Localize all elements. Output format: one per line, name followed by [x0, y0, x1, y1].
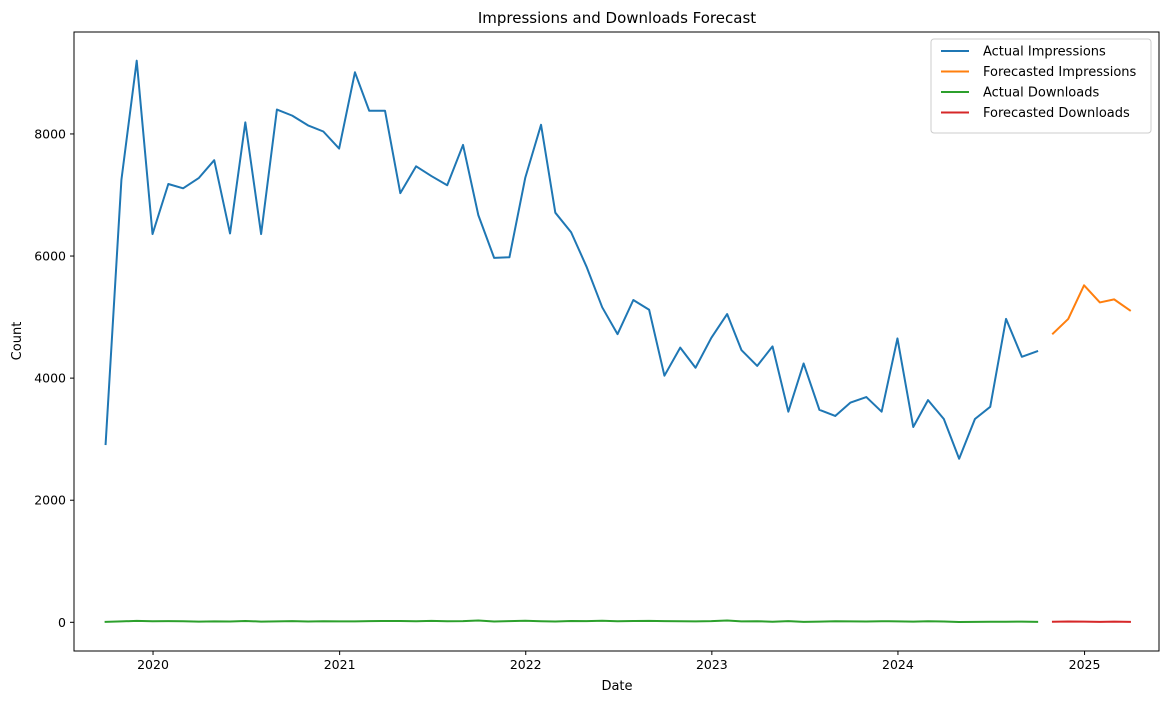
plot-frame: [73, 31, 1160, 652]
x-tick-label: 2025: [1069, 657, 1101, 672]
chart-title: Impressions and Downloads Forecast: [478, 9, 756, 27]
x-tick-label: 2024: [882, 657, 914, 672]
x-tick-label: 2023: [696, 657, 728, 672]
y-tick-label: 0: [58, 615, 66, 630]
x-axis: 2020 2021 2022 2023 2024 2025: [137, 651, 1100, 672]
legend: Actual Impressions Forecasted Impressions…: [930, 38, 1152, 134]
series-line-forecasted-impressions: [1051, 284, 1132, 335]
legend-label: Actual Downloads: [983, 86, 1099, 101]
y-tick-label: 2000: [34, 493, 66, 508]
legend-label: Actual Impressions: [983, 45, 1106, 60]
y-tick-label: 8000: [34, 126, 66, 141]
x-tick-label: 2022: [510, 657, 542, 672]
y-tick-label: 6000: [34, 249, 66, 264]
x-tick-label: 2021: [324, 657, 356, 672]
legend-label: Forecasted Downloads: [983, 106, 1130, 121]
y-tick-label: 4000: [34, 371, 66, 386]
x-tick-label: 2020: [137, 657, 169, 672]
legend-box: [930, 38, 1152, 134]
y-axis: 0 2000 4000 6000 8000: [34, 126, 74, 630]
series-line-actual-downloads: [104, 619, 1039, 623]
series-layer: [104, 59, 1132, 623]
legend-label: Forecasted Impressions: [983, 65, 1137, 80]
y-axis-label: Count: [10, 322, 25, 361]
x-axis-label: Date: [601, 679, 632, 694]
plot-area: [73, 31, 1160, 652]
series-line-actual-impressions: [104, 59, 1039, 460]
